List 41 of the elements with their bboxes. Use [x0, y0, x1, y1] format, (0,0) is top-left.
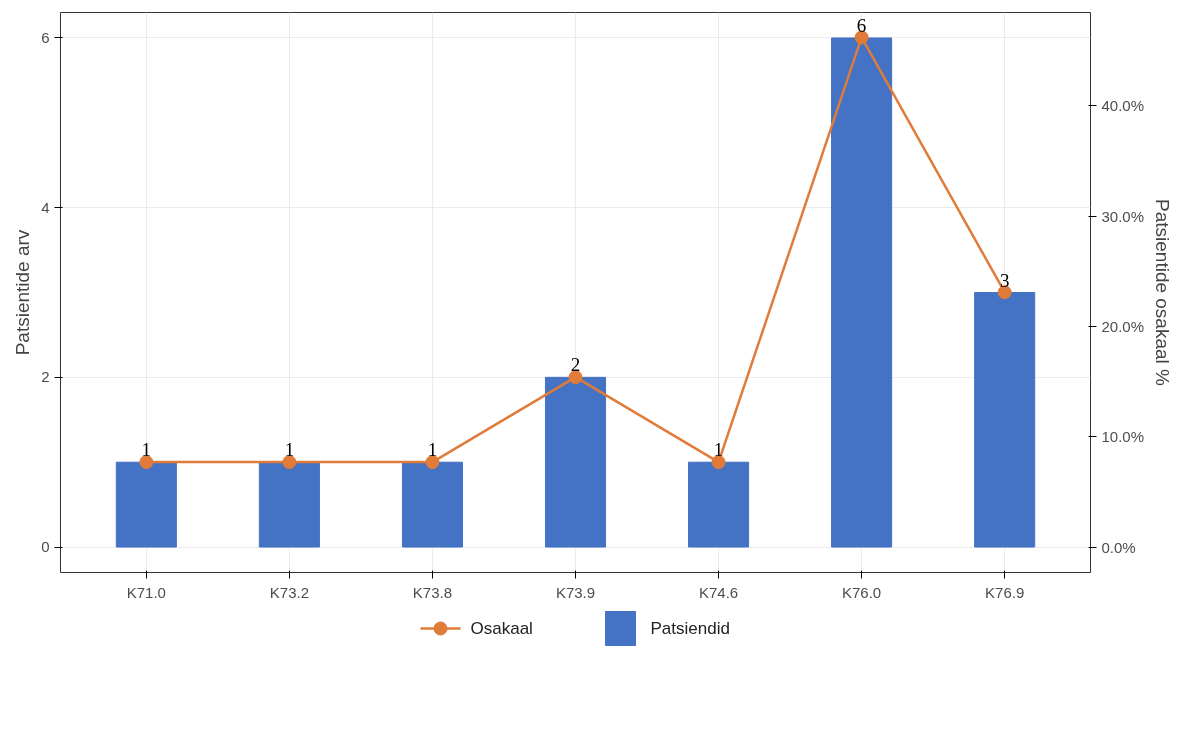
point: [568, 370, 583, 385]
y2-axis-title: Patsientide osakaal %: [1152, 199, 1174, 387]
x-tick-label: K71.0: [126, 583, 166, 601]
x-tick-label: K76.0: [842, 583, 882, 601]
point: [282, 455, 297, 470]
bar: [115, 461, 177, 548]
bar: [688, 461, 750, 548]
y-tick-label: 6: [41, 28, 50, 46]
y-tick-label: 2: [41, 368, 50, 386]
x-tick-label: K74.6: [698, 583, 739, 601]
legend-label: Patsiendid: [650, 619, 730, 638]
y2-tick-label: 20.0%: [1101, 317, 1145, 335]
data-label: 1: [141, 439, 152, 461]
x-tick-label: K73.8: [412, 583, 453, 601]
y2-tick-label: 40.0%: [1101, 97, 1145, 115]
bar: [401, 461, 463, 548]
y2-tick-label: 10.0%: [1101, 428, 1145, 446]
data-label: 1: [284, 439, 295, 461]
y2-tick-label: 0.0%: [1101, 538, 1136, 556]
data-label: 6: [856, 14, 867, 36]
y-tick-label: 0: [41, 538, 50, 556]
point: [997, 285, 1012, 300]
point: [711, 455, 726, 470]
legend-label: Osakaal: [470, 619, 533, 638]
x-tick-label: K76.9: [985, 583, 1025, 601]
y-axis-title: Patsientide arv: [12, 229, 34, 356]
bar: [831, 37, 893, 548]
point: [139, 455, 154, 470]
data-label: 3: [999, 269, 1010, 291]
point: [425, 455, 440, 470]
x-tick-label: K73.9: [555, 583, 596, 601]
y2-tick-label: 30.0%: [1101, 207, 1145, 225]
bar: [544, 376, 607, 548]
x-tick-label: K73.2: [269, 583, 309, 601]
y-tick-label: 4: [41, 198, 50, 216]
point: [854, 30, 869, 45]
bar: [258, 461, 320, 548]
bar: [974, 292, 1036, 548]
data-label: 1: [713, 439, 724, 461]
data-label: 1: [427, 439, 438, 461]
data-label: 2: [570, 354, 581, 376]
